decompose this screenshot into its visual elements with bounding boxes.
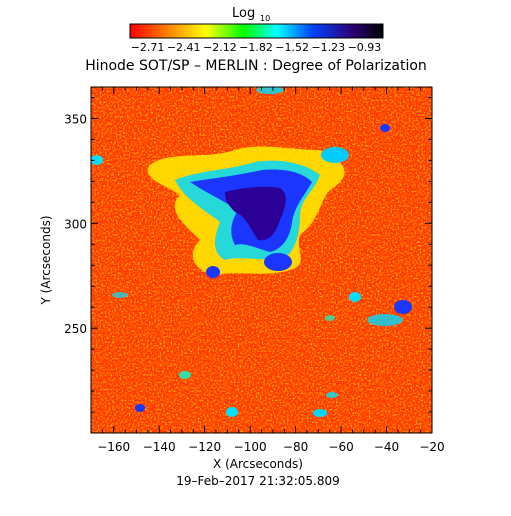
x-axis: −160 −140 −120 −100 −80 −60 −40 −20: [90, 87, 445, 454]
x-tick-label: −20: [419, 440, 444, 454]
colorbar-gradient: [129, 23, 384, 39]
x-tick-label: −100: [234, 440, 267, 454]
y-tick-label: 250: [64, 322, 87, 336]
x-tick-label: −40: [374, 440, 399, 454]
x-axis-label: X (Arcseconds): [213, 457, 303, 471]
polarization-map: [91, 87, 432, 433]
y-axis: 250 300 350: [64, 96, 432, 434]
y-tick-label: 300: [64, 217, 87, 231]
x-tick-label: −60: [328, 440, 353, 454]
x-tick-label: −120: [188, 440, 221, 454]
colorbar-ticks: −2.71 −2.41 −2.12 −1.82 −1.52 −1.23 −0.93: [131, 41, 382, 54]
colorbar-tick-label: −2.71: [131, 41, 165, 54]
timestamp: 19–Feb–2017 21:32:05.809: [176, 474, 339, 488]
colorbar-tick-label: −0.93: [348, 41, 382, 54]
x-tick-label: −80: [283, 440, 308, 454]
y-tick-label: 350: [64, 112, 87, 126]
plot-title: Hinode SOT/SP – MERLIN : Degree of Polar…: [85, 58, 427, 74]
colorbar-tick-label: −1.52: [275, 41, 309, 54]
colorbar-title-subscript: 10: [260, 14, 270, 23]
active-region-patch: [91, 87, 412, 417]
colorbar-title: Log: [232, 6, 255, 21]
colorbar-tick-label: −2.12: [203, 41, 237, 54]
colorbar-tick-label: −2.41: [167, 41, 201, 54]
colorbar: Log 10 −2.71 −2.41 −2.12 −1.82 −1.52 −1.23 −0.…: [129, 6, 384, 54]
x-tick-label: −140: [143, 440, 176, 454]
colorbar-tick-label: −1.23: [311, 41, 345, 54]
y-axis-label: Y (Arcseconds): [39, 215, 53, 305]
colorbar-tick-label: −1.82: [239, 41, 273, 54]
x-tick-label: −160: [97, 440, 130, 454]
